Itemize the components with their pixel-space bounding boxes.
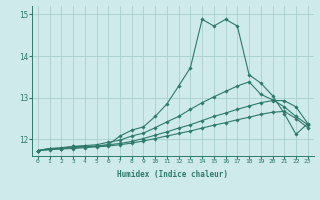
X-axis label: Humidex (Indice chaleur): Humidex (Indice chaleur) <box>117 170 228 179</box>
